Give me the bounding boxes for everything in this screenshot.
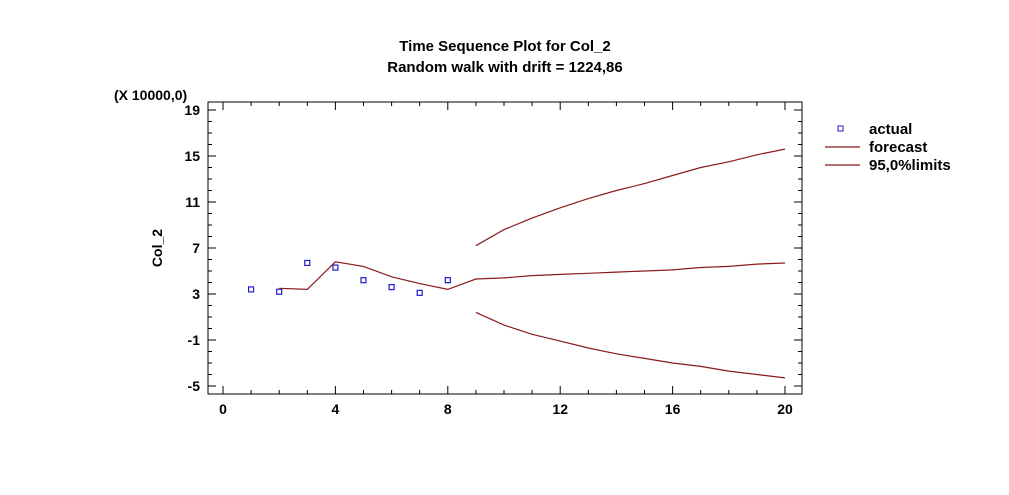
y-tick-label: 3 [192,286,200,302]
actual-point [416,289,423,296]
x-tick-label: 0 [219,401,227,417]
x-tick-label: 16 [665,401,681,417]
y-tick-label: 7 [192,240,200,256]
legend-actual-marker [837,125,844,132]
lower-limit-line [475,311,786,379]
legend-forecast-label: forecast [869,139,927,156]
y-axis-label: Col_2 [149,229,165,267]
actual-point [248,286,255,293]
x-tick-label: 20 [777,401,793,417]
actual-point [332,264,339,271]
upper-limit-line [475,148,786,247]
x-tick-label: 4 [332,401,340,417]
legend-actual-label: actual [869,121,912,138]
chart-subtitle: Random walk with drift = 1224,86 [387,59,623,76]
series-layer [248,148,786,379]
actual-point [304,259,311,267]
legend: actual forecast 95,0%limits [825,121,951,174]
chart-title: Time Sequence Plot for Col_2 [399,38,610,55]
y-tick-label: 11 [185,194,200,210]
y-scale-note: (X 10000,0) [114,87,187,103]
actual-point [444,277,451,284]
actual-point [388,284,395,291]
axis-ticks: 19 15 11 7 3 -1 -5 0 4 8 12 16 20 [184,102,802,417]
y-tick-label: 19 [184,102,200,118]
forecast-line [279,261,786,291]
x-tick-label: 12 [552,401,568,417]
y-tick-label: 15 [184,148,200,164]
actual-point [276,288,283,295]
x-tick-label: 8 [444,401,452,417]
plot-frame [207,101,803,395]
actual-point [360,277,367,284]
y-tick-label: -5 [188,378,201,394]
legend-limits-label: 95,0%limits [869,157,951,174]
y-tick-label: -1 [188,332,201,348]
